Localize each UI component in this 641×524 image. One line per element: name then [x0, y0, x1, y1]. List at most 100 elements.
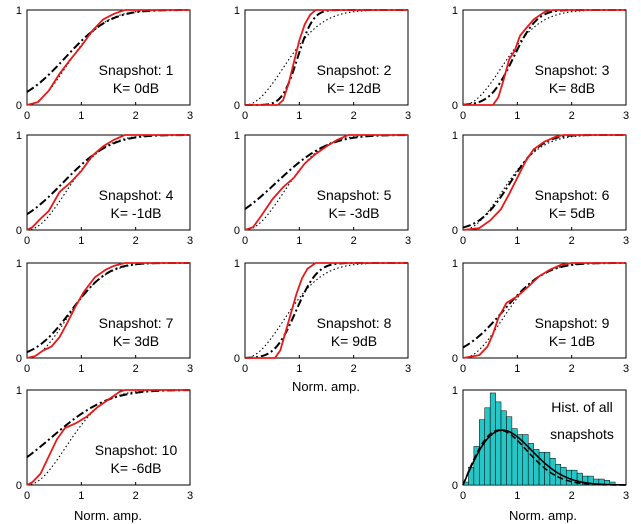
- panel-1-xtick-label-3: 3: [187, 110, 193, 122]
- panel-1-rayleigh-reference: [26, 9, 191, 106]
- hist-xtick-label-1: 1: [514, 490, 520, 502]
- panel-3-empirical-cdf: [463, 9, 626, 106]
- panel-7-rayleigh-reference: [26, 262, 191, 359]
- panel-9-fit-curve: [462, 262, 626, 349]
- panel-10-frame: [26, 389, 191, 486]
- panel-2-snapshot-label: Snapshot: 2: [317, 62, 392, 78]
- panel-6-xtick-label-0: 0: [460, 235, 466, 247]
- panel-1-frame: [26, 9, 191, 106]
- panel-8-empirical-cdf: [245, 262, 408, 359]
- panel-5-xtick-label-1: 1: [296, 235, 302, 247]
- panel-7-ytick-label-0: 0: [16, 353, 22, 365]
- panel-3-ytick-label-1: 1: [452, 5, 458, 17]
- panel-8-xtick-label-0: 0: [242, 363, 248, 375]
- panel-10-ytick-label-1: 1: [16, 385, 22, 397]
- hist-bar-6: [489, 392, 496, 486]
- panel-10-xtick-label-3: 3: [187, 490, 193, 502]
- panel-7-xtick-label-0: 0: [24, 363, 30, 375]
- panel-8-xtick-label-1: 1: [296, 363, 302, 375]
- panel-4-snapshot-label: Snapshot: 4: [99, 187, 174, 203]
- panel-10-xtick-label-0: 0: [24, 490, 30, 502]
- xlabel-col3: Norm. amp.: [509, 508, 577, 523]
- panel-2-xtick-label-2: 2: [351, 110, 357, 122]
- panel-4-xtick-label-2: 2: [133, 235, 139, 247]
- panel-5-k-label: K= -3dB: [329, 205, 380, 221]
- panel-3-snapshot-label: Snapshot: 3: [535, 62, 610, 78]
- panel-5: 0 1 2 3 0 1 Snapshot: 5 K= -3dB: [234, 130, 411, 247]
- panel-5-frame: [244, 134, 409, 231]
- panel-7-k-label: K= 3dB: [113, 333, 159, 349]
- panel-8-frame: [244, 262, 409, 359]
- panel-6: 0 1 2 3 0 1 Snapshot: 6 K= 5dB: [452, 130, 629, 247]
- panel-1-xtick-label-2: 2: [133, 110, 139, 122]
- hist-bar-9: [506, 416, 513, 486]
- panel-4-rayleigh-reference: [26, 134, 191, 231]
- panel-9-frame: [462, 262, 627, 359]
- panel-4-xtick-label-0: 0: [24, 235, 30, 247]
- panel-9-xtick-label-1: 1: [514, 363, 520, 375]
- hist-xtick-label-2: 2: [569, 490, 575, 502]
- xlabel-col2: Norm. amp.: [292, 379, 360, 394]
- panel-4-k-label: K= -1dB: [111, 205, 162, 221]
- panel-2-empirical-cdf: [245, 9, 408, 106]
- panel-3: 0 1 2 3 0 1 Snapshot: 3 K= 8dB: [452, 5, 629, 122]
- panel-6-empirical-cdf: [462, 134, 626, 231]
- panel-8-xtick-label-2: 2: [351, 363, 357, 375]
- panel-5-rayleigh-reference: [244, 134, 409, 231]
- hist-xtick-label-3: 3: [623, 490, 629, 502]
- hist-title-line2: snapshots: [550, 426, 614, 442]
- panel-10: 0 1 2 3 0 1 Snapshot: 10 K= -6dB: [16, 385, 193, 502]
- panel-6-ytick-label-1: 1: [452, 130, 458, 142]
- panel-7-empirical-cdf: [26, 262, 190, 359]
- panel-6-xtick-label-3: 3: [623, 235, 629, 247]
- panel-1-snapshot-label: Snapshot: 1: [99, 62, 174, 78]
- panel-9-xtick-label-0: 0: [460, 363, 466, 375]
- panel-3-xtick-label-2: 2: [569, 110, 575, 122]
- panel-10-empirical-cdf: [26, 389, 190, 486]
- panel-6-k-label: K= 5dB: [549, 205, 595, 221]
- panel-2-ytick-label-0: 0: [234, 100, 240, 112]
- panel-7-ytick-label-1: 1: [16, 258, 22, 270]
- panel-4-xtick-label-3: 3: [187, 235, 193, 247]
- panel-7-snapshot-label: Snapshot: 7: [99, 315, 174, 331]
- panel-3-fit-curve: [462, 9, 626, 106]
- panel-10-k-label: K= -6dB: [111, 460, 162, 476]
- panel-5-xtick-label-3: 3: [405, 235, 411, 247]
- panel-4-ytick-label-1: 1: [16, 130, 22, 142]
- panel-9-rayleigh-reference: [462, 262, 627, 359]
- panel-1: 0 1 2 3 0 1 Snapshot: 1 K= 0dB: [16, 5, 193, 122]
- panel-5-xtick-label-0: 0: [242, 235, 248, 247]
- panel-4-frame: [26, 134, 191, 231]
- panel-10-snapshot-label: Snapshot: 10: [95, 442, 178, 458]
- hist-ytick-label-0: 0: [452, 480, 458, 492]
- panel-9-snapshot-label: Snapshot: 9: [535, 315, 610, 331]
- panel-1-xtick-label-0: 0: [24, 110, 30, 122]
- panel-2-xtick-label-0: 0: [242, 110, 248, 122]
- hist-bar-15: [538, 452, 545, 486]
- panel-8-fit-curve: [244, 262, 408, 359]
- panel-2: 0 1 2 3 0 1 Snapshot: 2 K= 12dB: [234, 5, 411, 122]
- panel-8-rayleigh-reference: [244, 262, 409, 359]
- panel-2-xtick-label-1: 1: [296, 110, 302, 122]
- hist-fit-solid: [462, 429, 627, 486]
- panel-7-xtick-label-1: 1: [78, 363, 84, 375]
- panel-7-xtick-label-3: 3: [187, 363, 193, 375]
- panel-3-k-label: K= 8dB: [549, 80, 595, 96]
- panel-1-empirical-cdf: [26, 9, 190, 106]
- panel-9-empirical-cdf: [462, 262, 626, 359]
- hist-xtick-label-0: 0: [460, 490, 466, 502]
- panel-7-fit-curve: [26, 262, 190, 354]
- panel-6-ytick-label-0: 0: [452, 225, 458, 237]
- panel-6-frame: [462, 134, 627, 231]
- panel-3-xtick-label-1: 1: [514, 110, 520, 122]
- panel-10-rayleigh-reference: [26, 389, 191, 486]
- panel-5-ytick-label-0: 0: [234, 225, 240, 237]
- panel-1-ytick-label-1: 1: [16, 5, 22, 17]
- panel-8-ytick-label-0: 0: [234, 353, 240, 365]
- hist-fit-dashed: [462, 429, 626, 486]
- hist-bar-8: [500, 410, 507, 486]
- panel-9: 0 1 2 3 0 1 Snapshot: 9 K= 1dB: [452, 258, 629, 375]
- panel-9-k-label: K= 1dB: [549, 333, 595, 349]
- panel-10-ytick-label-0: 0: [16, 480, 22, 492]
- panel-2-ytick-label-1: 1: [234, 5, 240, 17]
